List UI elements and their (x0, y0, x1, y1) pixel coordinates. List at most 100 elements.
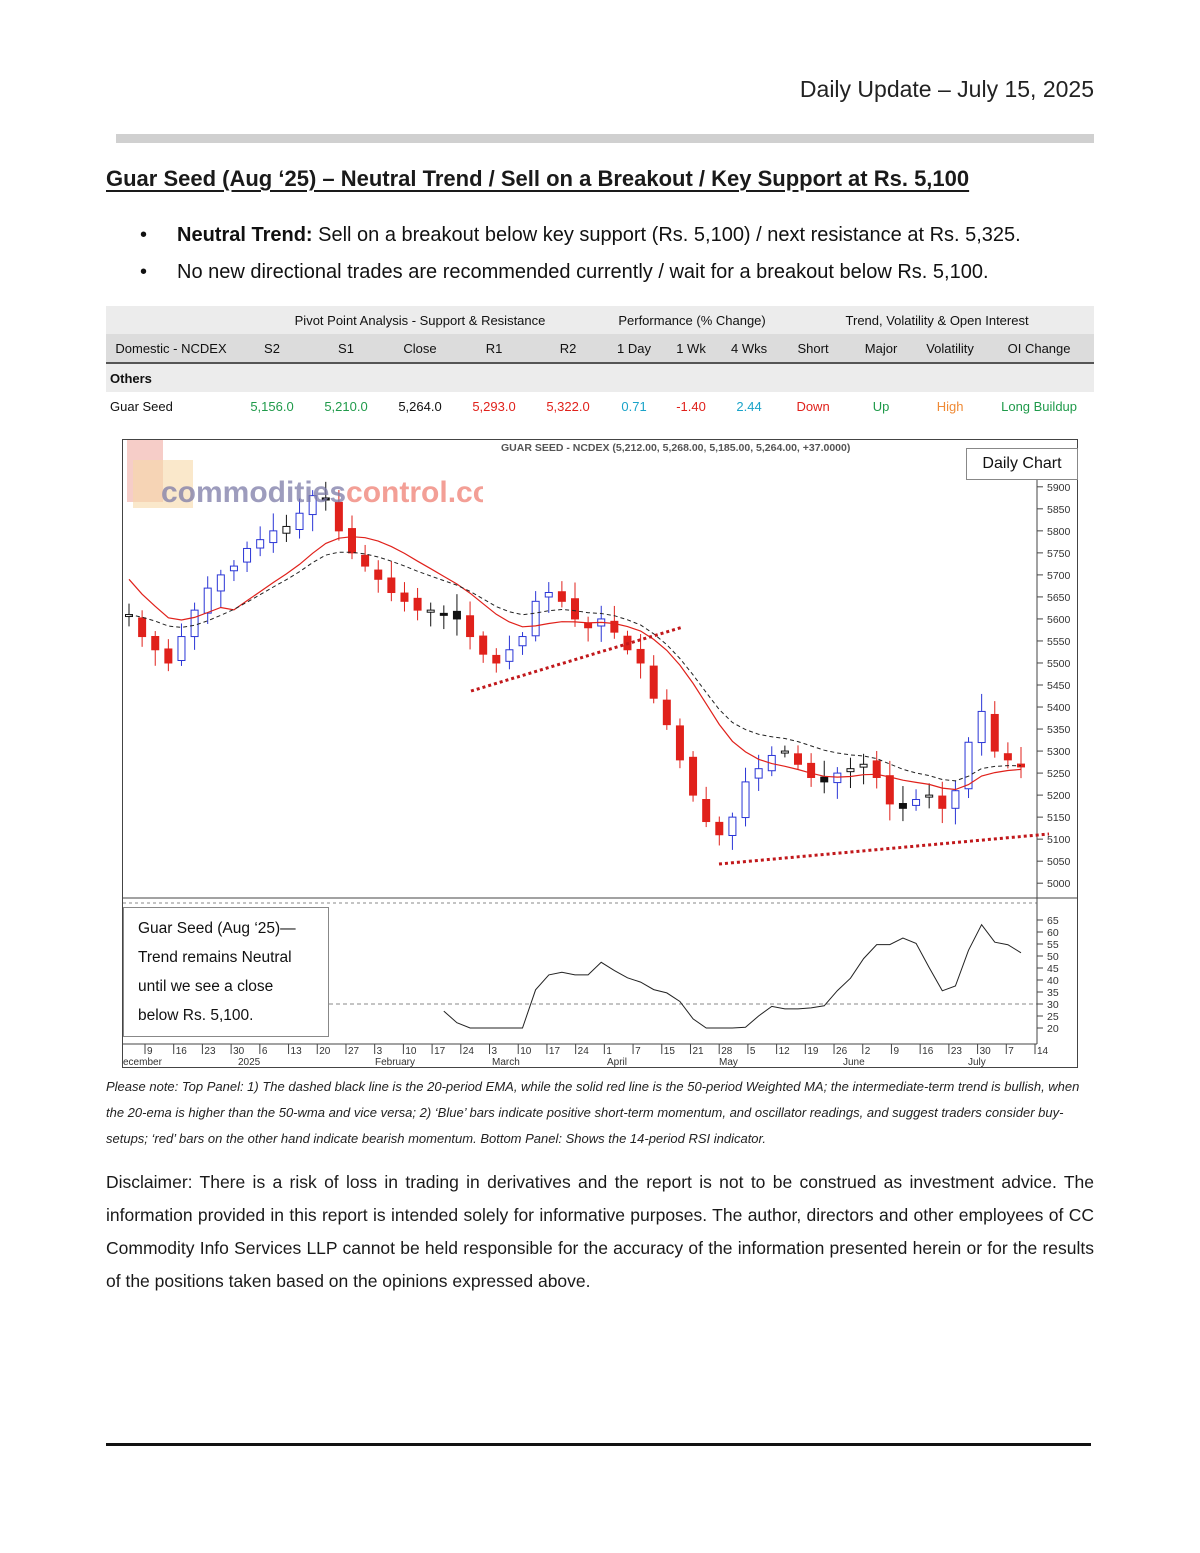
date-tick-label: 13 (291, 1046, 303, 1057)
rsi-annotation: Guar Seed (Aug ‘25)— Trend remains Neutr… (123, 907, 329, 1037)
date-tick-label: 23 (204, 1046, 216, 1057)
daily-chart-label: Daily Chart (966, 448, 1078, 480)
date-tick-label: 17 (549, 1046, 561, 1057)
bullet-text: No new directional trades are recommende… (177, 261, 989, 283)
price-tick-label: 5150 (1047, 812, 1071, 824)
group-header-performance: Performance (% Change) (604, 306, 781, 334)
candle-body (505, 649, 514, 662)
report-title: Guar Seed (Aug ‘25) – Neutral Trend / Se… (106, 166, 970, 191)
price-tick-label: 5250 (1047, 768, 1071, 780)
cell-r1: 5,293.0 (456, 392, 532, 420)
candle-body (938, 795, 947, 809)
rsi-tick-label: 30 (1047, 999, 1059, 1011)
date-tick-label: 3 (377, 1046, 383, 1057)
rsi-note-line: Guar Seed (Aug ‘25)— (138, 920, 296, 937)
group-header-pivot: Pivot Point Analysis - Support & Resista… (236, 306, 605, 334)
candle-body (951, 790, 960, 809)
candle-body (610, 620, 619, 633)
pivot-table: Pivot Point Analysis - Support & Resista… (106, 306, 1095, 420)
cell-s1: 5,210.0 (308, 392, 384, 420)
candle-body (702, 799, 711, 823)
date-tick-label: 24 (463, 1046, 475, 1057)
cell-4wks: 2.44 (718, 392, 781, 420)
rsi-note-line: below Rs. 5,100. (138, 1007, 254, 1024)
candle-body (794, 753, 802, 765)
candle-body (334, 501, 343, 532)
col-header: R2 (532, 334, 605, 364)
candle-body (872, 760, 881, 778)
date-tick-label: 27 (348, 1046, 360, 1057)
rsi-tick-label: 65 (1047, 915, 1059, 927)
col-header: Major (846, 334, 917, 364)
bullet-item: Neutral Trend: Sell on a breakout below … (140, 222, 1021, 259)
candle-body (531, 600, 540, 637)
bullet-text: Sell on a breakout below key support (Rs… (312, 224, 1021, 246)
date-tick-label: 9 (147, 1046, 153, 1057)
price-tick-label: 5000 (1047, 878, 1071, 890)
candle-body (387, 577, 396, 594)
watermark-text: commoditiescontrol.com (161, 476, 483, 509)
candle-body (190, 609, 199, 638)
rsi-note-line: until we see a close (138, 978, 274, 995)
cell-volatility: High (916, 392, 985, 420)
price-chart: GUAR SEED - NCDEX (5,212.00, 5,268.00, 5… (122, 439, 1078, 1068)
candle-body (571, 598, 579, 620)
candle-body (715, 821, 724, 836)
candle-body (741, 781, 750, 819)
section-label: Others (106, 363, 1095, 392)
rsi-tick-label: 20 (1047, 1023, 1059, 1035)
date-tick-label: 6 (262, 1046, 268, 1057)
price-tick-label: 5050 (1047, 856, 1071, 868)
bullet-bold: Neutral Trend: (177, 224, 313, 246)
rsi-tick-label: 35 (1047, 987, 1059, 999)
wma-50-line (128, 536, 1022, 791)
date-tick-label: 2 (865, 1046, 871, 1057)
cell-r2: 5,322.0 (532, 392, 605, 420)
date-tick-label: 15 (664, 1046, 676, 1057)
candle-body (885, 775, 894, 805)
date-tick-label: 23 (951, 1046, 963, 1057)
candle-body (466, 615, 475, 638)
cell-close: 5,264.0 (384, 392, 456, 420)
table-row: Guar Seed 5,156.0 5,210.0 5,264.0 5,293.… (106, 392, 1095, 420)
date-tick-label: 16 (922, 1046, 934, 1057)
candle-body (898, 803, 907, 809)
col-header: S2 (236, 334, 308, 364)
group-header-trend: Trend, Volatility & Open Interest (780, 306, 1095, 334)
footer-divider (106, 1443, 1091, 1446)
price-tick-label: 5300 (1047, 746, 1071, 758)
candle-body (282, 525, 291, 534)
price-tick-label: 5450 (1047, 680, 1071, 692)
date-tick-label: 30 (233, 1046, 245, 1057)
candle-body (295, 512, 304, 530)
date-tick-label: 28 (721, 1046, 733, 1057)
bullet-item: No new directional trades are recommende… (140, 259, 1021, 296)
candle-body (544, 592, 553, 598)
chart-canvas: GUAR SEED - NCDEX (5,212.00, 5,268.00, 5… (123, 442, 1077, 1067)
date-tick-label: 24 (578, 1046, 590, 1057)
date-tick-label: 14 (1037, 1046, 1049, 1057)
candle-body (177, 636, 186, 662)
chart-header: GUAR SEED - NCDEX (5,212.00, 5,268.00, 5… (501, 442, 850, 454)
date-tick-label: 17 (434, 1046, 446, 1057)
price-tick-label: 5200 (1047, 790, 1071, 802)
rsi-tick-label: 25 (1047, 1011, 1059, 1023)
price-tick-label: 5700 (1047, 570, 1071, 582)
candle-body (584, 622, 593, 629)
price-tick-label: 5550 (1047, 636, 1071, 648)
price-tick-label: 5800 (1047, 526, 1071, 538)
candle-body (400, 592, 409, 602)
month-label: 2025 (238, 1057, 261, 1067)
candle-body (426, 609, 435, 613)
candle-body (229, 565, 238, 572)
date-tick-label: 26 (836, 1046, 848, 1057)
candle-body (269, 530, 278, 544)
candle-body (846, 768, 855, 773)
month-label: May (719, 1057, 738, 1067)
watermark-logo: commoditiescontrol.com (127, 440, 483, 509)
candle-body (308, 495, 317, 516)
candle-body (348, 528, 356, 554)
candle-body (518, 636, 527, 647)
date-tick-label: 30 (980, 1046, 992, 1057)
cell-oi-change: Long Buildup (984, 392, 1095, 420)
